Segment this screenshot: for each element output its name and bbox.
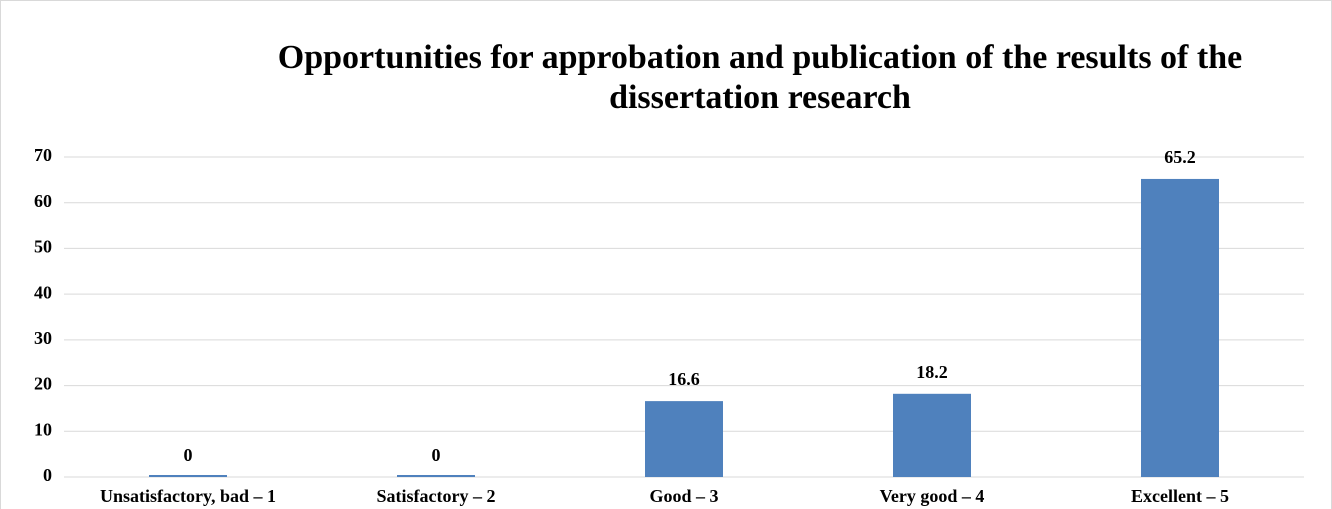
x-tick-label: Unsatisfactory, bad – 1 <box>100 486 276 506</box>
data-label: 18.2 <box>916 362 948 382</box>
bar <box>397 475 475 477</box>
y-tick-label: 0 <box>43 465 52 485</box>
y-tick-label: 10 <box>34 419 52 439</box>
data-label: 65.2 <box>1164 147 1196 167</box>
y-tick-label: 50 <box>34 237 52 257</box>
bar <box>1141 178 1219 477</box>
x-tick-label: Good – 3 <box>649 486 718 506</box>
data-label: 0 <box>432 445 441 465</box>
chart-title: Opportunities for approbation and public… <box>277 39 1243 116</box>
y-tick-label: 70 <box>34 145 52 165</box>
y-tick-label: 60 <box>34 191 52 211</box>
y-tick-label: 20 <box>34 374 52 394</box>
data-label: 0 <box>184 445 193 465</box>
data-label: 16.6 <box>668 369 700 389</box>
x-tick-label: Very good – 4 <box>880 486 985 506</box>
y-tick-label: 40 <box>34 282 52 302</box>
y-tick-label: 30 <box>34 328 52 348</box>
bar <box>645 401 723 477</box>
bar <box>893 393 971 477</box>
x-tick-label: Satisfactory – 2 <box>377 486 496 506</box>
x-tick-label: Excellent – 5 <box>1131 486 1229 506</box>
bar <box>149 475 227 477</box>
